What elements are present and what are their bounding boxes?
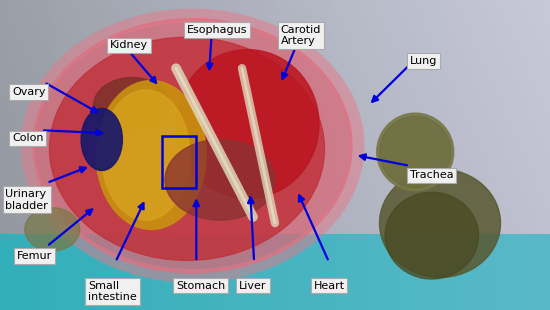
Text: Carotid
Artery: Carotid Artery [280, 25, 321, 46]
Ellipse shape [96, 81, 206, 229]
Text: Ovary: Ovary [12, 87, 46, 97]
Text: Urinary
bladder: Urinary bladder [6, 189, 48, 211]
Ellipse shape [379, 169, 500, 277]
Text: Liver: Liver [239, 281, 267, 290]
Text: Kidney: Kidney [110, 40, 148, 50]
Ellipse shape [385, 192, 478, 279]
Ellipse shape [102, 90, 190, 220]
Text: Femur: Femur [16, 251, 52, 261]
Ellipse shape [50, 37, 324, 260]
Text: Small
intestine: Small intestine [88, 281, 137, 302]
Ellipse shape [25, 208, 80, 251]
Ellipse shape [379, 116, 451, 188]
Bar [162, 136, 196, 188]
Text: Colon: Colon [12, 133, 43, 143]
Text: Trachea: Trachea [410, 170, 453, 180]
Ellipse shape [33, 19, 352, 273]
Text: Esophagus: Esophagus [187, 25, 248, 35]
Ellipse shape [377, 113, 454, 191]
Text: Heart: Heart [314, 281, 345, 290]
Ellipse shape [165, 140, 275, 220]
Text: Lung: Lung [410, 56, 437, 66]
Ellipse shape [94, 78, 170, 133]
Text: Stomach: Stomach [176, 281, 226, 290]
Ellipse shape [176, 50, 319, 198]
Ellipse shape [81, 108, 122, 171]
